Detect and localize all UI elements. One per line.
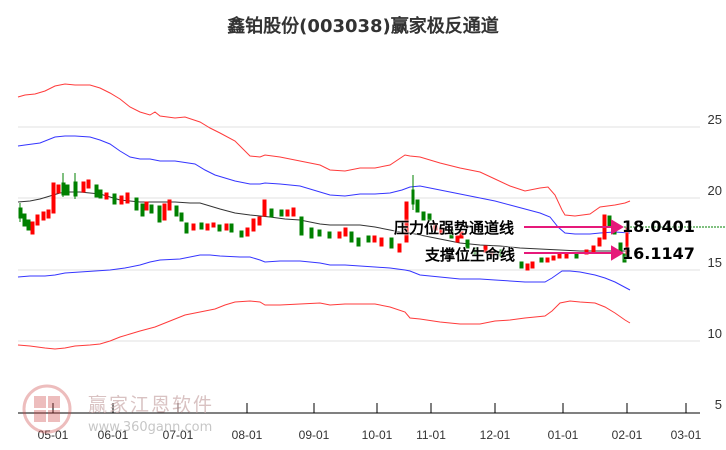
x-tick-07-01: 07-01 (162, 428, 194, 442)
x-tick-05-01: 05-01 (37, 428, 69, 442)
chart-title: 鑫铂股份(003038)赢家极反通道 (227, 16, 499, 37)
support-label: 支撑位生命线 (425, 246, 516, 264)
x-axis (18, 403, 700, 414)
x-tick-11-01: 11-01 (416, 428, 446, 442)
x-tick-10-01: 10-01 (361, 428, 393, 442)
y-tick-5: 5 (714, 397, 722, 412)
x-tick-01-01: 01-01 (547, 428, 579, 442)
y-tick-25: 25 (707, 112, 722, 127)
support-value: 16.1147 (622, 244, 695, 263)
resistance-label: 压力位强势通道线 (394, 219, 515, 237)
y-tick-20: 20 (707, 183, 722, 198)
resistance-value: 18.0401 (622, 217, 695, 236)
annotation-arrows (524, 219, 624, 261)
x-tick-09-01: 09-01 (298, 428, 330, 442)
watermark-logo (22, 384, 72, 434)
y-tick-15: 15 (707, 255, 722, 270)
mid-line (17, 191, 630, 252)
outer-upper-band (17, 83, 631, 217)
inner-lower-band (17, 254, 631, 291)
outer-lower-band (17, 300, 631, 350)
watermark-brand: 赢家江恩软件 (88, 394, 215, 416)
x-tick-08-01: 08-01 (231, 428, 263, 442)
y-tick-10: 10 (707, 326, 722, 341)
inner-upper-band (17, 135, 631, 235)
watermark-url: www.360gann.com (88, 420, 213, 435)
candles (18, 173, 629, 271)
x-tick-03-01: 03-01 (670, 428, 702, 442)
x-tick-06-01: 06-01 (97, 428, 129, 442)
grid-lines (18, 126, 700, 342)
x-tick-12-01: 12-01 (479, 428, 511, 442)
x-tick-02-01: 02-01 (611, 428, 643, 442)
